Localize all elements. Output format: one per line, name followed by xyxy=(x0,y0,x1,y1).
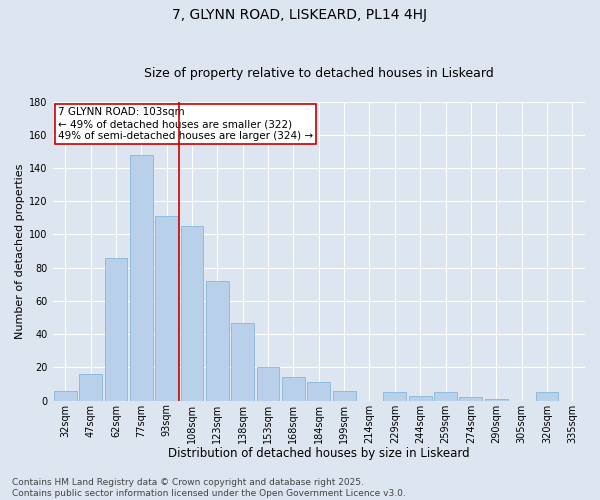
Bar xyxy=(434,392,457,400)
Y-axis label: Number of detached properties: Number of detached properties xyxy=(15,164,25,339)
X-axis label: Distribution of detached houses by size in Liskeard: Distribution of detached houses by size … xyxy=(168,447,470,460)
Bar xyxy=(409,396,431,400)
Text: 7, GLYNN ROAD, LISKEARD, PL14 4HJ: 7, GLYNN ROAD, LISKEARD, PL14 4HJ xyxy=(173,8,427,22)
Bar xyxy=(130,154,152,400)
Bar xyxy=(79,374,102,400)
Bar xyxy=(536,392,559,400)
Bar xyxy=(181,226,203,400)
Bar xyxy=(485,399,508,400)
Bar xyxy=(206,281,229,400)
Bar xyxy=(333,390,356,400)
Bar xyxy=(257,368,280,400)
Bar xyxy=(282,378,305,400)
Bar xyxy=(231,322,254,400)
Text: 7 GLYNN ROAD: 103sqm
← 49% of detached houses are smaller (322)
49% of semi-deta: 7 GLYNN ROAD: 103sqm ← 49% of detached h… xyxy=(58,108,313,140)
Text: Contains HM Land Registry data © Crown copyright and database right 2025.
Contai: Contains HM Land Registry data © Crown c… xyxy=(12,478,406,498)
Bar xyxy=(383,392,406,400)
Title: Size of property relative to detached houses in Liskeard: Size of property relative to detached ho… xyxy=(144,66,494,80)
Bar xyxy=(54,390,77,400)
Bar xyxy=(104,258,127,400)
Bar xyxy=(460,398,482,400)
Bar xyxy=(155,216,178,400)
Bar xyxy=(307,382,330,400)
